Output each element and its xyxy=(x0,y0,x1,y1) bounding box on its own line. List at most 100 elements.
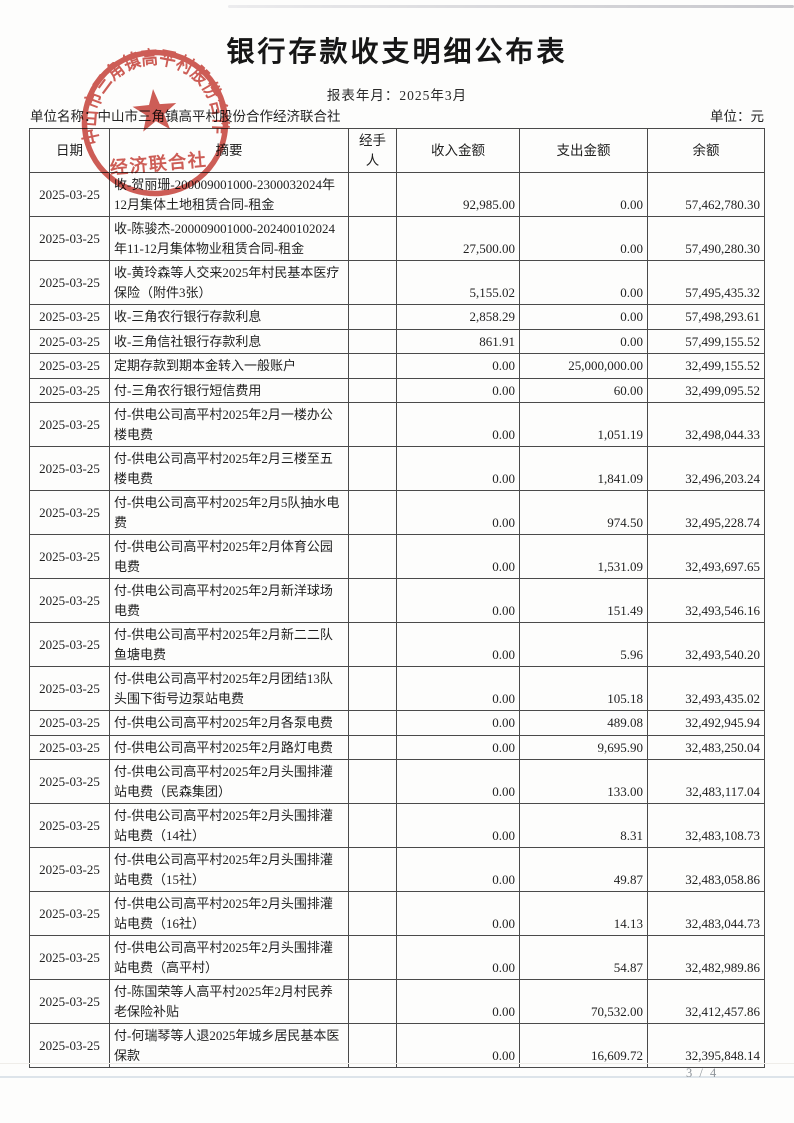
cell-income: 2,858.29 xyxy=(396,304,520,330)
table-row: 2025-03-25 付-供电公司高平村2025年2月头围排灌站电费（民森集团） 0… xyxy=(29,759,765,804)
cell-handler xyxy=(348,759,397,804)
cell-date: 2025-03-25 xyxy=(29,979,110,1024)
cell-income: 0.00 xyxy=(396,534,520,579)
unit-name-value: 中山市三角镇高平村股份合作经济联合社 xyxy=(97,109,341,124)
cell-income: 0.00 xyxy=(396,803,520,848)
cell-summary: 定期存款到期本金转入一般账户 xyxy=(109,353,349,379)
cell-handler xyxy=(348,847,397,892)
table-row: 2025-03-25 付-供电公司高平村2025年2月一楼办公楼电费 0.00 1,0… xyxy=(29,402,765,447)
report-period-value: 2025年3月 xyxy=(399,88,468,103)
table-row: 2025-03-25 收-三角信社银行存款利息 861.91 0.00 57,499,1… xyxy=(29,328,765,354)
col-header-handler: 经手人 xyxy=(348,128,397,173)
cell-summary: 付-供电公司高平村2025年2月各泵电费 xyxy=(109,710,349,736)
cell-handler xyxy=(348,402,397,447)
cell-income: 0.00 xyxy=(396,1023,520,1068)
report-period: 报表年月：2025年3月 xyxy=(0,84,794,104)
cell-expense: 489.08 xyxy=(519,710,648,736)
cell-summary: 付-供电公司高平村2025年2月一楼办公楼电费 xyxy=(109,402,349,447)
cell-handler xyxy=(348,710,397,736)
cell-balance: 32,496,203.24 xyxy=(647,446,765,491)
table-row: 2025-03-25 付-供电公司高平村2025年2月路灯电费 0.00 9,695.… xyxy=(29,734,765,760)
cell-handler xyxy=(348,216,397,261)
cell-expense: 133.00 xyxy=(519,759,648,804)
cell-balance: 32,492,945.94 xyxy=(647,710,765,736)
cell-income: 27,500.00 xyxy=(396,216,520,261)
cell-income: 0.00 xyxy=(396,979,520,1024)
scan-artifact-top-line xyxy=(228,5,794,8)
cell-income: 0.00 xyxy=(396,666,520,711)
cell-summary: 收-三角信社银行存款利息 xyxy=(109,328,349,354)
cell-balance: 32,395,848.14 xyxy=(647,1023,765,1068)
cell-expense: 16,609.72 xyxy=(519,1023,648,1068)
cell-summary: 付-供电公司高平村2025年2月5队抽水电费 xyxy=(109,490,349,535)
cell-expense: 105.18 xyxy=(519,666,648,711)
unit-name-line: 单位名称：中山市三角镇高平村股份合作经济联合社 xyxy=(30,105,341,125)
cell-handler xyxy=(348,1023,397,1068)
cell-expense: 8.31 xyxy=(519,803,648,848)
cell-income: 5,155.02 xyxy=(396,260,520,305)
cell-handler xyxy=(348,534,397,579)
cell-date: 2025-03-25 xyxy=(29,734,110,760)
cell-summary: 付-供电公司高平村2025年2月头围排灌站电费（民森集团） xyxy=(109,759,349,804)
cell-summary: 付-陈国荣等人高平村2025年2月村民养老保险补贴 xyxy=(109,979,349,1024)
cell-date: 2025-03-25 xyxy=(29,891,110,936)
cell-income: 0.00 xyxy=(396,402,520,447)
cell-summary: 收-黄玲森等人交来2025年村民基本医疗保险（附件3张） xyxy=(109,260,349,305)
scan-artifact-footer-line-1 xyxy=(0,1063,794,1064)
cell-date: 2025-03-25 xyxy=(29,710,110,736)
table-row: 2025-03-25 付-供电公司高平村2025年2月头围排灌站电费（高平村） 0.… xyxy=(29,935,765,980)
table-row: 2025-03-25 付-供电公司高平村2025年2月5队抽水电费 0.00 974.… xyxy=(29,490,765,535)
table-row: 2025-03-25 定期存款到期本金转入一般账户 0.00 25,000,000.0… xyxy=(29,353,765,379)
cell-expense: 1,531.09 xyxy=(519,534,648,579)
cell-income: 0.00 xyxy=(396,710,520,736)
cell-balance: 32,498,044.33 xyxy=(647,402,765,447)
cell-income: 0.00 xyxy=(396,377,520,403)
table-body: 2025-03-25 收-贺丽珊-200009001000-2300032024年… xyxy=(29,172,765,1068)
cell-summary: 付-供电公司高平村2025年2月新洋球场电费 xyxy=(109,578,349,623)
header-row: 日期 摘要 经手人 收入金额 支出金额 余额 xyxy=(29,128,765,173)
cell-balance: 32,493,435.02 xyxy=(647,666,765,711)
cell-income: 0.00 xyxy=(396,847,520,892)
col-header-expense: 支出金额 xyxy=(519,128,648,173)
cell-date: 2025-03-25 xyxy=(29,402,110,447)
report-period-label: 报表年月： xyxy=(326,88,400,103)
cell-balance: 57,462,780.30 xyxy=(647,172,765,217)
col-header-summary: 摘要 xyxy=(109,128,349,173)
cell-income: 861.91 xyxy=(396,328,520,354)
cell-summary: 付-供电公司高平村2025年2月头围排灌站电费（15社） xyxy=(109,847,349,892)
cell-balance: 32,493,546.16 xyxy=(647,578,765,623)
cell-expense: 151.49 xyxy=(519,578,648,623)
table-row: 2025-03-25 收-陈骏杰-200009001000-20240010202… xyxy=(29,216,765,261)
col-header-balance: 余额 xyxy=(647,128,765,173)
cell-date: 2025-03-25 xyxy=(29,446,110,491)
currency-unit-label: 单位：元 xyxy=(710,109,764,124)
meta-row: 单位名称：中山市三角镇高平村股份合作经济联合社 单位：元 xyxy=(30,105,764,125)
bank-ledger-table: 日期 摘要 经手人 收入金额 支出金额 余额 2025-03-25 收-贺丽珊-200009… xyxy=(29,128,765,1068)
cell-balance: 32,495,228.74 xyxy=(647,490,765,535)
cell-income: 0.00 xyxy=(396,622,520,667)
col-header-date: 日期 xyxy=(29,128,110,173)
cell-expense: 1,051.19 xyxy=(519,402,648,447)
cell-income: 0.00 xyxy=(396,490,520,535)
cell-date: 2025-03-25 xyxy=(29,172,110,217)
cell-handler xyxy=(348,734,397,760)
cell-expense: 0.00 xyxy=(519,304,648,330)
cell-date: 2025-03-25 xyxy=(29,1023,110,1068)
cell-expense: 974.50 xyxy=(519,490,648,535)
cell-date: 2025-03-25 xyxy=(29,759,110,804)
cell-date: 2025-03-25 xyxy=(29,622,110,667)
cell-date: 2025-03-25 xyxy=(29,847,110,892)
cell-handler xyxy=(348,304,397,330)
scan-artifact-footer-line-2 xyxy=(0,1076,794,1078)
cell-expense: 9,695.90 xyxy=(519,734,648,760)
cell-handler xyxy=(348,446,397,491)
cell-balance: 57,499,155.52 xyxy=(647,328,765,354)
cell-balance: 57,490,280.30 xyxy=(647,216,765,261)
cell-balance: 32,482,989.86 xyxy=(647,935,765,980)
cell-summary: 收-三角农行银行存款利息 xyxy=(109,304,349,330)
table-row: 2025-03-25 付-陈国荣等人高平村2025年2月村民养老保险补贴 0.00 7… xyxy=(29,979,765,1024)
page-number: 3 / 4 xyxy=(686,1066,719,1080)
cell-balance: 32,483,108.73 xyxy=(647,803,765,848)
cell-expense: 54.87 xyxy=(519,935,648,980)
